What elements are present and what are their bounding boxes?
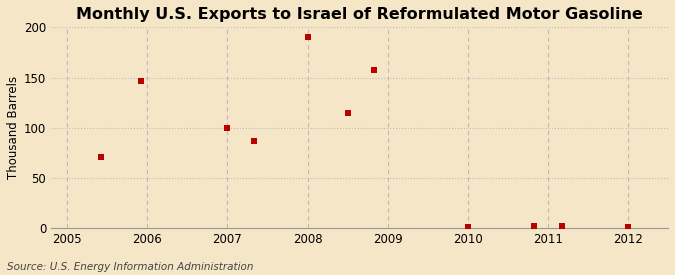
Point xyxy=(556,224,567,228)
Point xyxy=(462,225,473,229)
Point xyxy=(136,78,146,83)
Point xyxy=(529,224,540,228)
Text: Source: U.S. Energy Information Administration: Source: U.S. Energy Information Administ… xyxy=(7,262,253,272)
Title: Monthly U.S. Exports to Israel of Reformulated Motor Gasoline: Monthly U.S. Exports to Israel of Reform… xyxy=(76,7,643,22)
Point xyxy=(342,111,353,115)
Point xyxy=(222,125,233,130)
Point xyxy=(302,35,313,40)
Y-axis label: Thousand Barrels: Thousand Barrels xyxy=(7,76,20,179)
Point xyxy=(369,68,379,73)
Point xyxy=(95,155,106,159)
Point xyxy=(248,139,259,143)
Point xyxy=(622,225,633,229)
